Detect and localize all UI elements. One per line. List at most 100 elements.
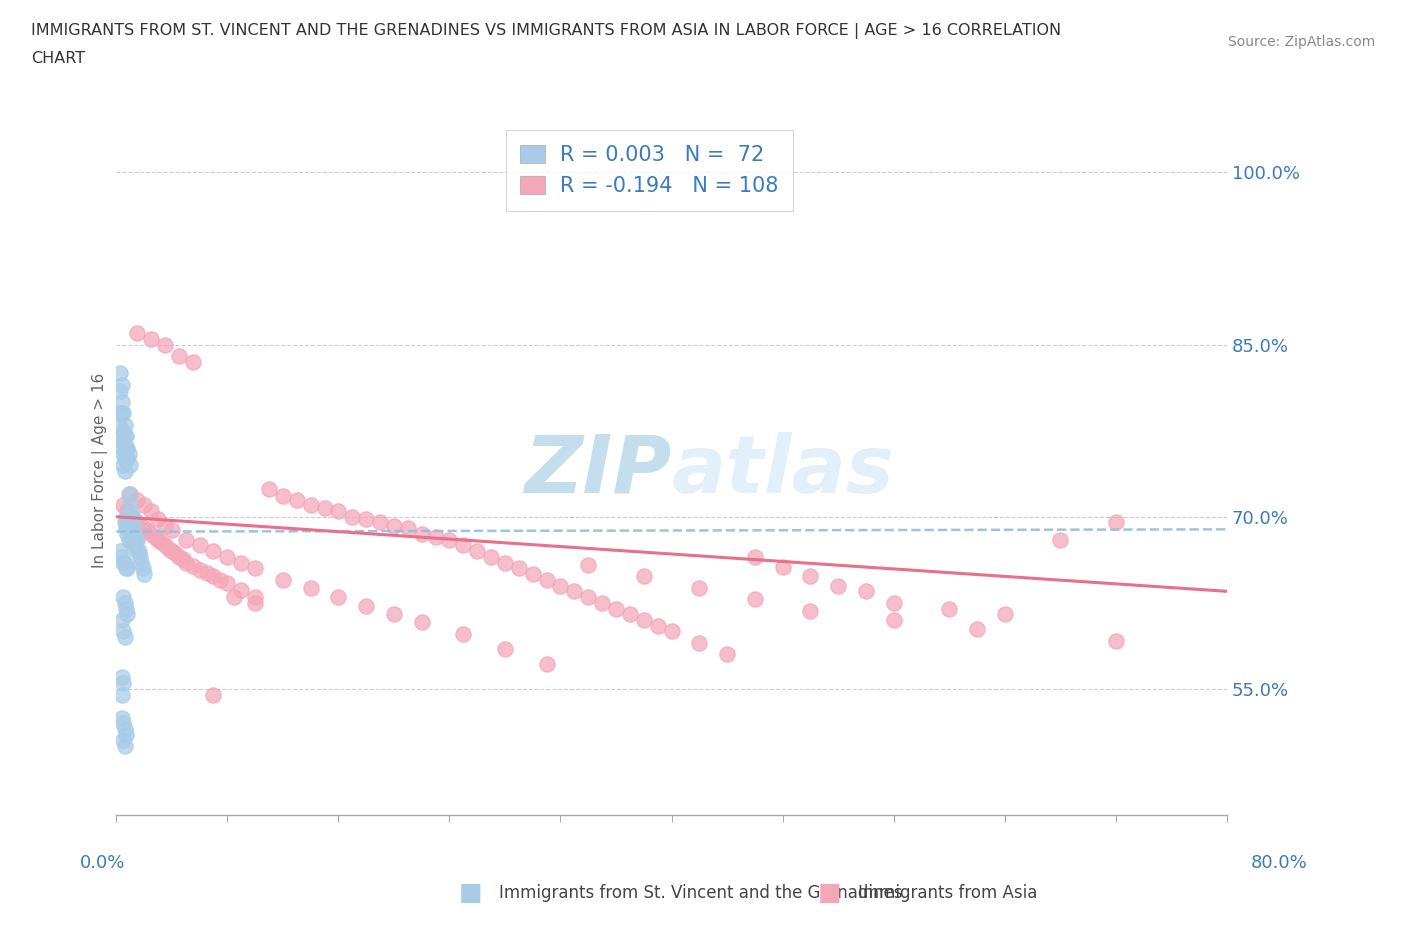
Point xyxy=(744,550,766,565)
Point xyxy=(127,515,149,530)
Point xyxy=(231,583,253,598)
Point xyxy=(243,595,266,610)
Point xyxy=(111,441,134,456)
Point xyxy=(522,566,544,581)
Point xyxy=(299,498,322,512)
Point xyxy=(110,383,132,398)
Point xyxy=(118,446,141,461)
Point xyxy=(883,613,905,628)
Point xyxy=(110,365,132,380)
Point xyxy=(129,555,152,570)
Point xyxy=(181,559,204,574)
Point xyxy=(328,590,350,604)
Point xyxy=(111,613,134,628)
Point xyxy=(163,546,186,561)
Point xyxy=(453,538,475,552)
Point xyxy=(111,670,134,684)
Text: 0.0%: 0.0% xyxy=(80,854,125,872)
Point xyxy=(117,606,139,621)
Point xyxy=(114,555,136,570)
Point xyxy=(591,595,613,610)
Point xyxy=(115,429,138,444)
Point xyxy=(195,565,218,580)
Point xyxy=(716,647,738,662)
Point xyxy=(605,601,627,616)
Point xyxy=(1049,532,1071,547)
Point xyxy=(122,510,145,525)
Point xyxy=(127,544,149,559)
Point xyxy=(855,584,877,599)
Point xyxy=(118,486,141,501)
Point xyxy=(115,727,138,742)
Point xyxy=(111,406,134,421)
Point xyxy=(661,624,683,639)
Point xyxy=(132,498,155,512)
Point xyxy=(153,538,176,552)
Text: atlas: atlas xyxy=(672,432,894,510)
Legend: R = 0.003   N =  72, R = -0.194   N = 108: R = 0.003 N = 72, R = -0.194 N = 108 xyxy=(506,130,793,210)
Point xyxy=(299,580,322,595)
Point xyxy=(114,418,136,432)
Point xyxy=(494,642,516,657)
Point xyxy=(217,576,239,591)
Point xyxy=(564,584,586,599)
Point xyxy=(368,515,391,530)
Point xyxy=(114,630,136,644)
Point xyxy=(118,532,141,547)
Point xyxy=(129,518,152,533)
Point xyxy=(115,441,138,456)
Point xyxy=(111,687,134,702)
Point xyxy=(128,544,150,559)
Point xyxy=(465,544,488,559)
Point xyxy=(167,349,190,364)
Point xyxy=(115,601,138,616)
Point xyxy=(174,532,197,547)
Text: IMMIGRANTS FROM ST. VINCENT AND THE GRENADINES VS IMMIGRANTS FROM ASIA IN LABOR : IMMIGRANTS FROM ST. VINCENT AND THE GREN… xyxy=(31,23,1062,39)
Point xyxy=(114,452,136,467)
Point xyxy=(117,561,139,576)
Point xyxy=(799,604,821,618)
Point xyxy=(328,503,350,518)
Point xyxy=(125,532,148,547)
Point xyxy=(231,555,253,570)
Point xyxy=(396,521,419,536)
Text: ■: ■ xyxy=(818,881,841,905)
Point xyxy=(439,532,461,547)
Point xyxy=(153,338,176,352)
Point xyxy=(112,555,135,570)
Point xyxy=(1105,515,1128,530)
Point xyxy=(209,572,232,587)
Point xyxy=(354,599,377,614)
Point xyxy=(550,578,572,593)
Point xyxy=(883,595,905,610)
Point xyxy=(112,406,135,421)
Text: Immigrants from St. Vincent and the Grenadines: Immigrants from St. Vincent and the Gren… xyxy=(499,884,903,902)
Point xyxy=(120,486,142,501)
Point xyxy=(994,606,1017,621)
Point xyxy=(139,526,162,541)
Text: Source: ZipAtlas.com: Source: ZipAtlas.com xyxy=(1227,35,1375,49)
Point xyxy=(114,515,136,530)
Point xyxy=(111,394,134,409)
Point xyxy=(576,590,599,604)
Point xyxy=(411,526,433,541)
Point xyxy=(114,429,136,444)
Point xyxy=(202,569,225,584)
Point xyxy=(120,532,142,547)
Point xyxy=(633,613,655,628)
Point xyxy=(536,572,558,587)
Point xyxy=(112,498,135,512)
Point xyxy=(508,561,530,576)
Point xyxy=(121,526,143,541)
Point xyxy=(112,676,135,691)
Point xyxy=(112,458,135,472)
Point xyxy=(285,492,308,507)
Point xyxy=(139,331,162,346)
Point xyxy=(132,566,155,581)
Point xyxy=(202,687,225,702)
Point xyxy=(181,354,204,369)
Point xyxy=(111,711,134,725)
Point xyxy=(382,518,405,533)
Point xyxy=(314,500,336,515)
Point xyxy=(111,550,134,565)
